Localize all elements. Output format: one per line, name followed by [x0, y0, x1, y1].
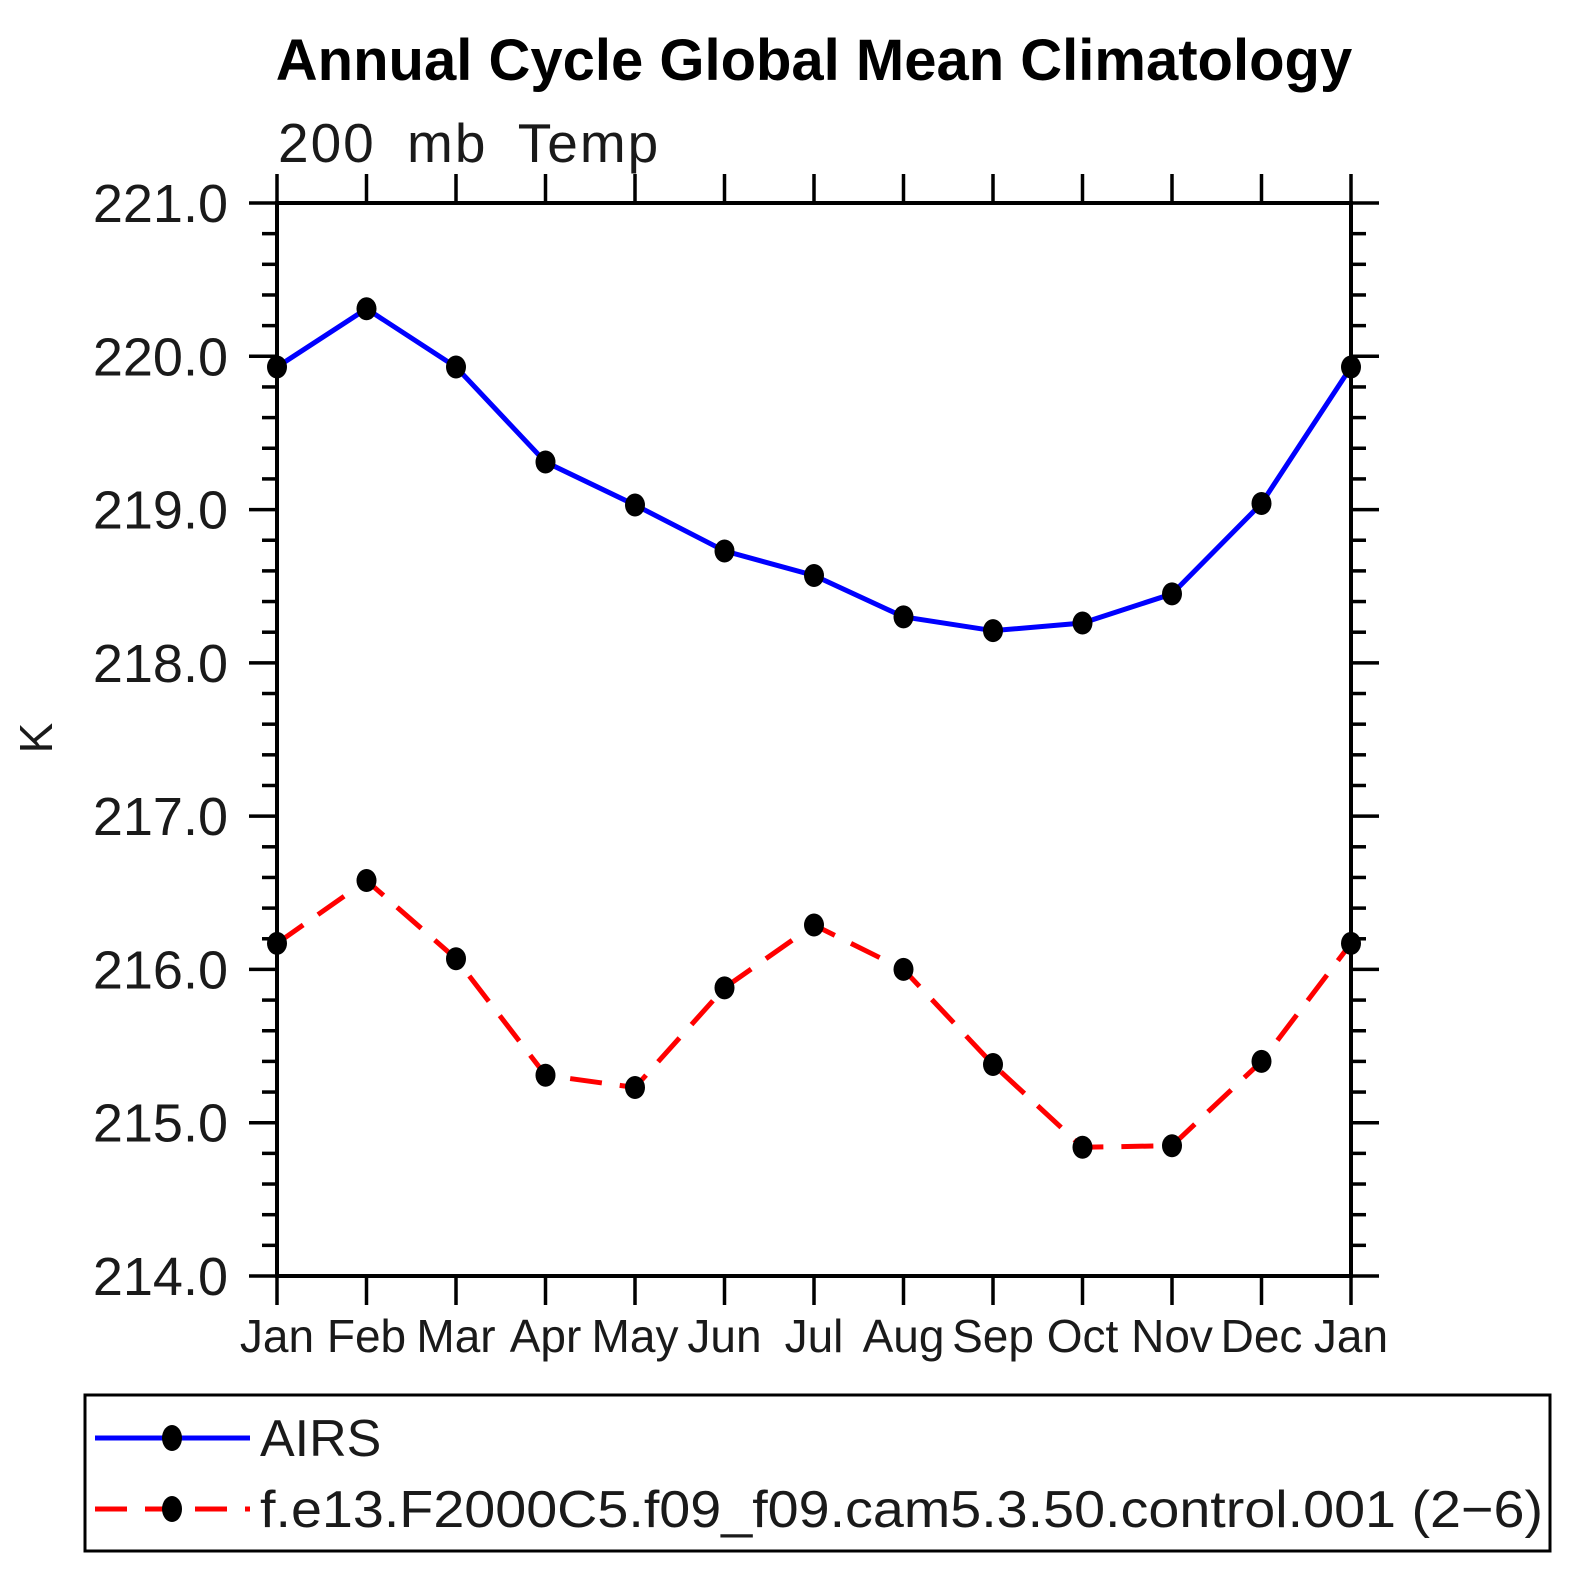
y-tick-label: 215.0 — [93, 1094, 228, 1154]
chart-subtitle: 200 mb Temp — [278, 112, 660, 174]
data-point-marker — [1251, 491, 1272, 515]
data-point-marker — [267, 931, 287, 955]
x-tick-label: Jan — [1314, 1310, 1388, 1362]
data-point-marker — [804, 913, 824, 937]
data-point-marker — [804, 563, 824, 587]
x-tick-label: Oct — [1047, 1310, 1119, 1362]
y-tick-label: 217.0 — [93, 787, 228, 847]
y-tick-label: 220.0 — [93, 327, 228, 387]
y-tick-label: 221.0 — [93, 174, 228, 234]
legend-label-model: f.e13.F2000C5.f09_f09.cam5.3.50.control.… — [260, 1481, 1543, 1539]
y-tick-label: 218.0 — [93, 634, 228, 694]
data-point-marker — [714, 539, 735, 563]
x-tick-label: Jul — [785, 1310, 844, 1362]
data-point-marker — [535, 450, 556, 474]
legend-box — [83, 1393, 1552, 1553]
x-tick-label: Feb — [327, 1310, 406, 1362]
data-point-marker — [1341, 355, 1361, 379]
x-tick-label: May — [592, 1310, 679, 1362]
data-point-marker — [1162, 582, 1182, 606]
data-point-marker — [1162, 1134, 1182, 1158]
y-tick-label: 216.0 — [93, 940, 228, 1000]
data-point-marker — [1072, 1135, 1093, 1159]
x-tick-label: Sep — [952, 1310, 1034, 1362]
data-point-marker — [893, 605, 914, 629]
x-tick-label: Nov — [1131, 1310, 1213, 1362]
data-point-marker — [714, 976, 735, 1000]
x-tick-label: Aug — [863, 1310, 945, 1362]
x-tick-label: Jun — [687, 1310, 761, 1362]
data-point-marker — [1251, 1049, 1272, 1073]
series-layer — [267, 297, 1361, 1159]
y-tick-labels: 214.0 215.0 216.0 217.0 218.0 219.0 220.0 221.0 — [93, 174, 228, 1307]
x-tick-label: Mar — [416, 1310, 495, 1362]
data-point-marker — [267, 355, 287, 379]
data-point-marker — [983, 619, 1003, 643]
legend: AIRS f.e13.F2000C5.f09_f09.cam5.3.50.con… — [83, 1393, 1552, 1553]
x-tick-labels: Jan Feb Mar Apr May Jun Jul Aug Sep Oct Nov Dec Jan — [240, 1310, 1388, 1362]
legend-marker-icon — [162, 1496, 182, 1522]
data-point-marker — [1341, 931, 1361, 955]
x-tick-label: Jan — [240, 1310, 314, 1362]
legend-label-airs: AIRS — [260, 1410, 381, 1468]
data-point-marker — [1072, 611, 1093, 635]
x-tick-label: Apr — [510, 1310, 582, 1362]
chart-title: Annual Cycle Global Mean Climatology — [276, 28, 1352, 93]
data-point-marker — [625, 493, 645, 517]
data-point-marker — [893, 957, 914, 981]
data-point-marker — [535, 1063, 556, 1087]
y-axis-label: K — [10, 722, 62, 753]
data-point-marker — [356, 869, 377, 893]
data-point-marker — [983, 1052, 1003, 1076]
data-point-marker — [446, 355, 466, 379]
y-tick-label: 219.0 — [93, 481, 228, 541]
x-tick-label: Dec — [1221, 1310, 1303, 1362]
plot-frame — [275, 201, 1353, 1278]
legend-marker-icon — [162, 1425, 182, 1451]
data-point-marker — [446, 947, 466, 971]
data-point-marker — [356, 297, 377, 321]
data-point-marker — [625, 1075, 645, 1099]
y-tick-label: 214.0 — [93, 1247, 228, 1307]
